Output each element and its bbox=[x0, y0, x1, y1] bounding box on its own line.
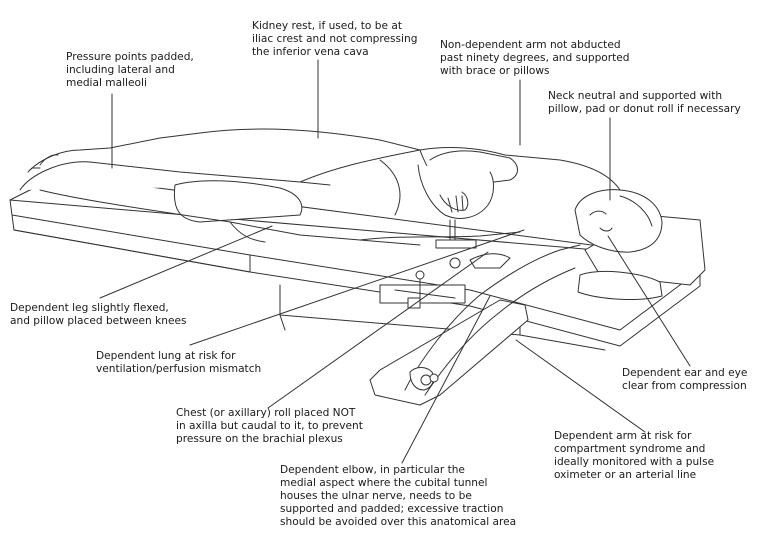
leader-dependent-ear bbox=[607, 235, 691, 367]
label-line: clear from compression bbox=[622, 380, 747, 392]
label-line: medial aspect where the cubital tunnel bbox=[280, 477, 488, 489]
label-line: Dependent ear and eye bbox=[622, 367, 748, 379]
label-line: compartment syndrome and bbox=[554, 443, 706, 455]
leader-dependent-arm bbox=[515, 339, 646, 433]
patient-legs bbox=[19, 128, 421, 246]
label-chest-roll: Chest (or axillary) roll placed NOT in a… bbox=[176, 407, 363, 446]
label-line: Dependent leg slightly flexed, bbox=[10, 302, 169, 314]
leader-chest-roll bbox=[267, 251, 489, 409]
label-line: oximeter or an arterial line bbox=[554, 469, 697, 481]
label-line: including lateral and bbox=[66, 64, 175, 76]
label-dependent-lung: Dependent lung at risk for ventilation/p… bbox=[96, 350, 261, 376]
label-line: Kidney rest, if used, to be at bbox=[252, 20, 403, 32]
dependent-arm-and-armboard bbox=[369, 244, 581, 406]
label-line: in axilla but caudal to it, to prevent bbox=[176, 420, 363, 432]
label-line: houses the ulnar nerve, needs to be bbox=[280, 490, 472, 502]
label-line: and pillow placed between knees bbox=[10, 315, 187, 327]
label-neck-neutral: Neck neutral and supported with pillow, … bbox=[548, 90, 741, 116]
label-line: the inferior vena cava bbox=[252, 46, 369, 58]
label-line: Neck neutral and supported with bbox=[548, 90, 723, 102]
label-line: ideally monitored with a pulse bbox=[554, 456, 715, 468]
label-line: ventilation/perfusion mismatch bbox=[96, 363, 262, 375]
label-nondependent-arm: Non-dependent arm not abducted past nine… bbox=[440, 39, 630, 78]
nondependent-arm-and-brace bbox=[417, 150, 518, 249]
label-line: Non-dependent arm not abducted bbox=[440, 39, 621, 51]
label-dependent-elbow: Dependent elbow, in particular the media… bbox=[280, 464, 516, 529]
label-line: past ninety degrees, and supported bbox=[440, 52, 630, 64]
label-line: iliac crest and not compressing bbox=[252, 33, 418, 45]
label-dependent-ear: Dependent ear and eye clear from compres… bbox=[622, 367, 747, 393]
label-line: with brace or pillows bbox=[440, 65, 550, 77]
label-line: Chest (or axillary) roll placed NOT bbox=[176, 407, 356, 419]
label-line: pillow, pad or donut roll if necessary bbox=[548, 103, 741, 115]
label-pressure-points: Pressure points padded, including latera… bbox=[66, 51, 194, 90]
label-dependent-arm: Dependent arm at risk for compartment sy… bbox=[554, 430, 714, 482]
label-line: Pressure points padded, bbox=[66, 51, 194, 63]
label-line: pressure on the brachial plexus bbox=[176, 433, 343, 445]
label-line: should be avoided over this anatomical a… bbox=[280, 516, 517, 528]
leader-dependent-lung bbox=[189, 229, 525, 346]
label-line: supported and padded; excessive traction bbox=[280, 503, 504, 515]
leader-lines bbox=[99, 59, 691, 464]
leader-dependent-elbow bbox=[401, 295, 491, 464]
label-kidney-rest: Kidney rest, if used, to be at iliac cre… bbox=[252, 20, 417, 59]
label-dependent-leg: Dependent leg slightly flexed, and pillo… bbox=[10, 302, 187, 328]
patient-head bbox=[574, 189, 663, 253]
label-line: medial malleoli bbox=[66, 77, 147, 89]
leader-dependent-leg bbox=[99, 225, 273, 299]
label-line: Dependent elbow, in particular the bbox=[280, 464, 465, 476]
label-line: Dependent lung at risk for bbox=[96, 350, 236, 362]
label-line: Dependent arm at risk for bbox=[554, 430, 692, 442]
table-mechanism bbox=[379, 270, 466, 309]
